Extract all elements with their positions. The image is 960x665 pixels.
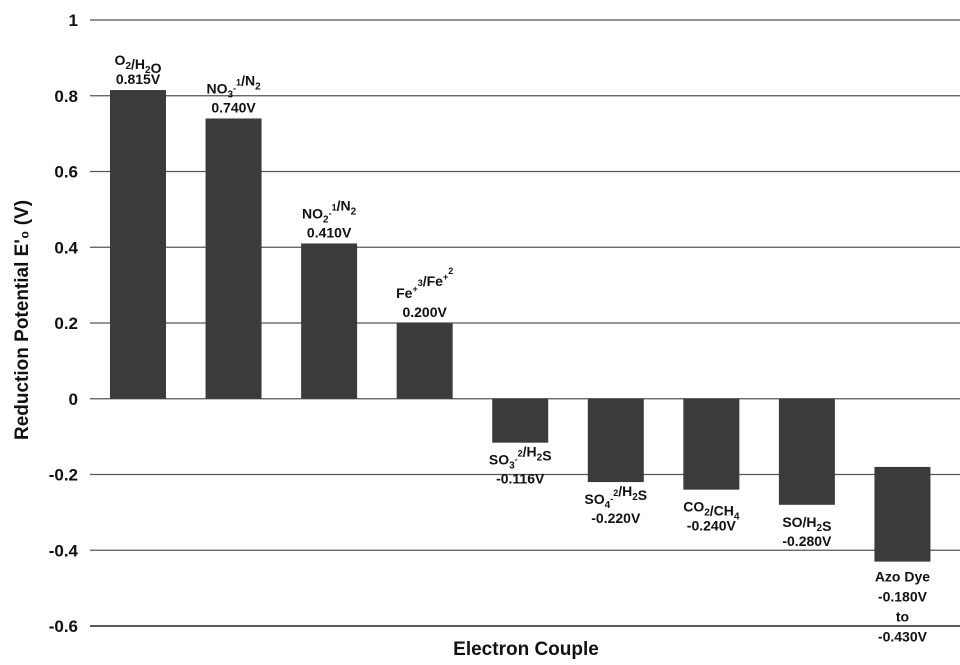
y-tick-label: 0.2 [54,314,78,333]
bar-value-label: -0.280V [782,533,832,549]
bar [110,90,166,399]
y-tick-label: 0.6 [54,163,78,182]
y-tick-label: 0.4 [54,238,78,257]
bar-category-label: SO4-2/H2S [584,483,647,511]
y-tick-label: 0.8 [54,87,78,106]
bar-value-label: -0.240V [687,518,737,534]
bar-value-label: -0.180V [878,589,928,605]
bar [874,466,931,562]
bar-value-label: 0.815V [116,71,161,87]
bar-category-label: NO3-1/N2 [206,72,261,100]
bar-label-group: CO2/CH4-0.240V [683,499,740,534]
y-tick-label: 1 [69,11,78,30]
bar [492,398,549,443]
bar-value-label: 0.200V [402,304,447,320]
bar-category-label: SO/H2S [782,514,831,534]
y-tick-label: -0.6 [49,617,78,636]
bars [110,90,931,562]
bar-category-label: O2/H2O [115,52,162,76]
bar-value-label: to [896,609,909,625]
y-tick-label: -0.2 [49,466,78,485]
bar-value-label: -0.430V [878,629,928,645]
bar-value-label: -0.116V [496,471,545,487]
bar [587,398,644,483]
bar-label-group: NO3-1/N20.740V [206,72,261,115]
bar-label-group: Fe+3/Fe+2 0.200V [396,266,453,320]
bar-value-label: 0.410V [307,224,352,240]
bar-label-group: SO3-2/H2S-0.116V [489,444,552,487]
bar [396,323,453,399]
bar-label-group: NO2-1/N20.410V [302,197,357,240]
bar-category-label: CO2/CH4 [683,499,740,523]
y-tick-label: 0 [69,390,78,409]
bar [301,243,358,399]
bar [778,398,835,505]
bar-label-group: SO4-2/H2S-0.220V [584,483,647,526]
bar-label-group: SO/H2S-0.280V [782,514,832,549]
bar-value-label: -0.220V [591,510,641,526]
x-axis-title: Electron Couple [453,639,599,660]
y-tick-label: -0.4 [49,541,79,560]
bar-category-label: NO2-1/N2 [302,197,357,225]
bar-category-label: SO3-2/H2S [489,444,552,472]
bar [205,118,262,399]
bar [683,398,740,490]
y-axis-title: Reduction Potential E'₀ (V) [12,200,33,440]
bar-label-group: Azo Dye -0.180V to -0.430V [875,569,930,645]
bar-value-label: 0.740V [211,99,256,115]
y-tick-labels: -0.6 -0.4 -0.2 0 0.2 0.4 0.6 0.8 1 [49,11,79,636]
bar-category-label: Fe+3/Fe+2 [396,266,453,301]
bar-category-label: Azo Dye [875,569,930,585]
